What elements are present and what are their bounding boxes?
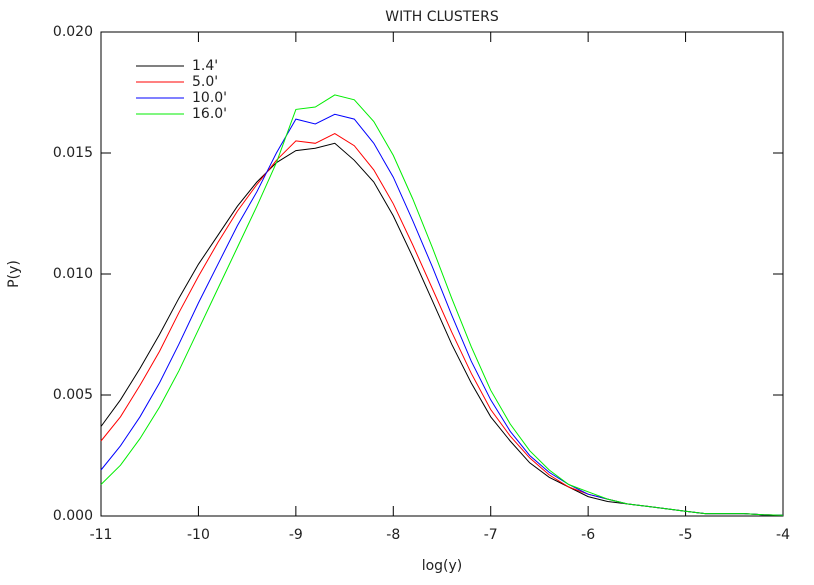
series-line	[100, 113, 784, 516]
x-tick-label: -8	[386, 527, 400, 543]
series-line	[100, 142, 784, 516]
x-tick-label: -11	[90, 527, 113, 543]
x-tick-label: -9	[289, 527, 303, 543]
chart-title: WITH CLUSTERS	[385, 9, 499, 25]
y-axis-label: P(y)	[6, 260, 22, 288]
legend-label: 16.0'	[192, 106, 227, 122]
legend-label: 1.4'	[192, 58, 218, 74]
series-line	[100, 133, 784, 516]
y-tick-label: 0.015	[53, 145, 93, 161]
x-tick-label: -4	[776, 527, 790, 543]
y-tick-label: 0.010	[53, 266, 93, 282]
y-tick-label: 0.005	[53, 387, 93, 403]
x-tick-label: -6	[581, 527, 595, 543]
y-tick-label: 0.000	[53, 508, 93, 524]
x-tick-label: -5	[679, 527, 693, 543]
x-tick-label: -10	[187, 527, 210, 543]
legend-label: 10.0'	[192, 90, 227, 106]
y-tick-label: 0.020	[53, 24, 93, 40]
x-axis-label: log(y)	[422, 558, 463, 574]
x-tick-label: -7	[484, 527, 498, 543]
series-line	[100, 94, 784, 516]
legend-label: 5.0'	[192, 74, 218, 90]
